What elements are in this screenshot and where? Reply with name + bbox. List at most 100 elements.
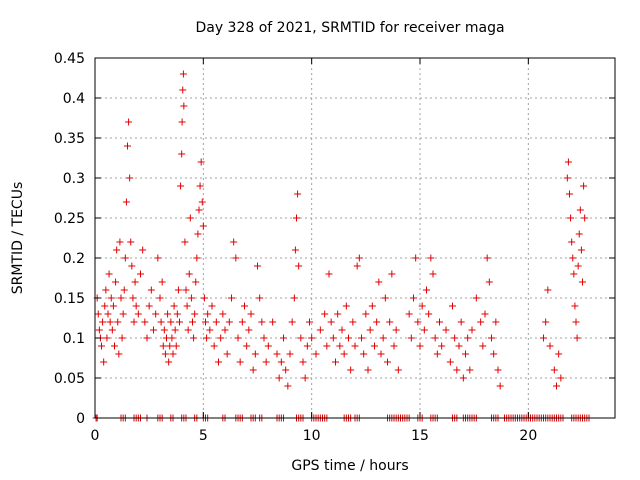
data-point	[179, 70, 187, 78]
data-point	[362, 310, 370, 318]
y-tick-label: 0	[76, 411, 85, 427]
data-point	[168, 334, 176, 342]
data-point	[564, 158, 572, 166]
data-point	[414, 318, 422, 326]
data-point	[423, 286, 430, 294]
data-point	[199, 222, 207, 230]
data-point	[94, 310, 102, 318]
x-tick-label: 15	[411, 428, 429, 444]
data-point	[442, 326, 450, 334]
data-point	[249, 366, 257, 374]
data-point	[345, 334, 352, 342]
y-tick-label: 0.4	[63, 91, 85, 107]
data-point	[117, 294, 125, 302]
data-point	[373, 318, 381, 326]
data-point	[185, 270, 193, 278]
data-point	[453, 366, 461, 374]
data-point	[167, 318, 175, 326]
data-point	[258, 318, 266, 326]
data-point	[329, 334, 337, 342]
data-point	[177, 182, 185, 190]
data-point	[232, 254, 240, 262]
data-point	[206, 326, 214, 334]
data-point	[420, 326, 428, 334]
data-point	[180, 102, 188, 110]
data-point	[464, 334, 472, 342]
data-point	[388, 270, 396, 278]
data-point	[338, 326, 346, 334]
data-point	[306, 318, 313, 326]
data-point	[569, 254, 577, 262]
data-point	[156, 294, 164, 302]
data-point	[208, 302, 216, 310]
data-point	[576, 206, 584, 214]
data-point	[275, 374, 283, 382]
data-point	[165, 358, 173, 366]
data-point	[580, 182, 588, 190]
data-point	[295, 262, 303, 270]
data-point	[159, 342, 167, 350]
data-point	[171, 326, 179, 334]
data-point	[566, 190, 573, 198]
data-point	[137, 270, 144, 278]
data-point	[351, 342, 359, 350]
data-point	[291, 246, 299, 254]
data-point	[355, 254, 363, 262]
data-point	[111, 342, 118, 350]
data-point	[297, 334, 305, 342]
data-point	[375, 278, 383, 286]
data-point	[542, 318, 550, 326]
data-point	[360, 350, 368, 358]
data-point	[225, 318, 233, 326]
x-axis: 0 5 10 15 20	[91, 58, 537, 444]
data-point	[161, 350, 169, 358]
y-tick-label: 0.15	[54, 291, 85, 307]
data-point	[581, 214, 589, 222]
data-point	[494, 366, 502, 374]
data-point	[200, 294, 208, 302]
data-point	[192, 278, 200, 286]
data-point	[377, 350, 385, 358]
data-point	[130, 318, 138, 326]
data-point	[228, 294, 235, 302]
data-point	[129, 294, 137, 302]
data-point	[215, 358, 222, 366]
data-point	[160, 326, 168, 334]
data-point	[340, 350, 348, 358]
data-point	[368, 302, 376, 310]
data-point	[230, 238, 238, 246]
data-point	[455, 342, 463, 350]
data-point	[118, 334, 126, 342]
data-point	[269, 318, 277, 326]
data-point	[334, 310, 342, 318]
data-point	[251, 350, 259, 358]
data-point	[132, 302, 140, 310]
data-point	[294, 190, 302, 198]
data-points	[92, 70, 593, 422]
data-point	[462, 350, 469, 358]
data-point	[353, 262, 361, 270]
data-point	[194, 230, 202, 238]
data-point	[479, 342, 487, 350]
data-point	[238, 318, 246, 326]
data-point	[107, 294, 115, 302]
x-tick-label: 10	[303, 428, 321, 444]
data-point	[483, 254, 491, 262]
data-point	[490, 350, 498, 358]
data-point	[416, 342, 424, 350]
data-point	[574, 262, 582, 270]
data-point	[451, 334, 459, 342]
data-point	[203, 334, 211, 342]
data-point	[139, 246, 147, 254]
data-point	[280, 334, 287, 342]
data-point	[116, 238, 124, 246]
data-point	[219, 310, 227, 318]
data-point	[204, 310, 212, 318]
grid-lines	[95, 58, 615, 418]
data-point	[182, 286, 190, 294]
data-point	[553, 382, 560, 390]
y-tick-label: 0.35	[54, 131, 85, 147]
data-point	[431, 334, 439, 342]
data-point	[134, 310, 142, 318]
data-point	[104, 310, 112, 318]
